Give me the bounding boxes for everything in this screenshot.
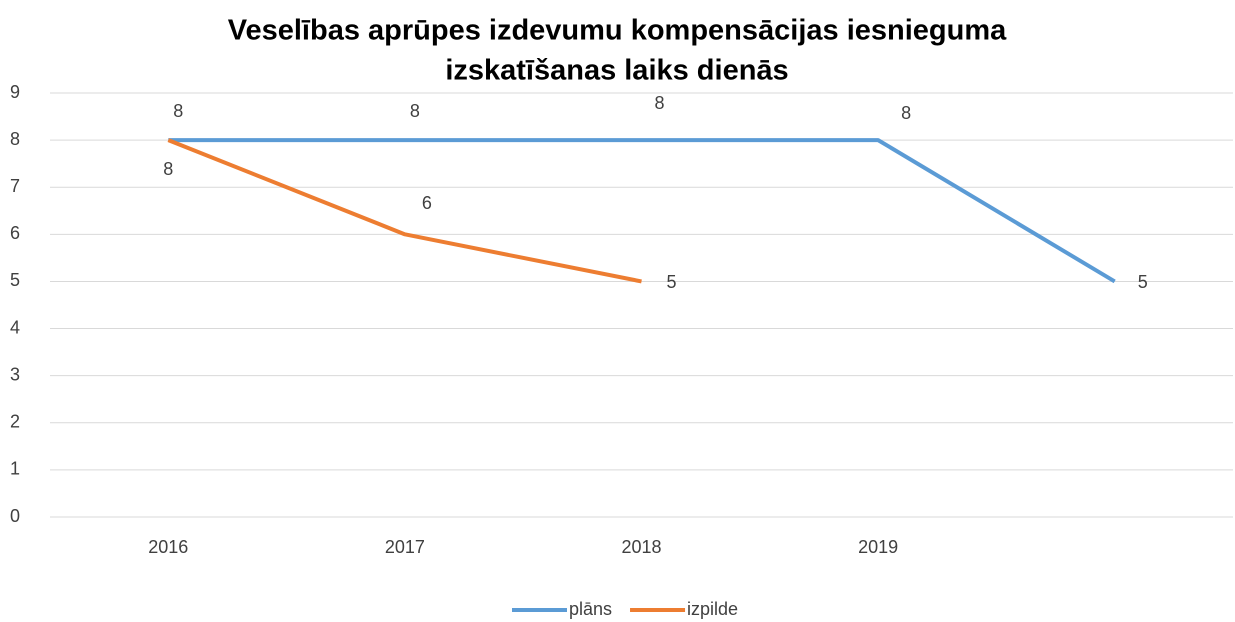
x-tick-label: 2018 xyxy=(621,537,661,557)
data-label: 8 xyxy=(173,101,183,121)
y-tick-label: 8 xyxy=(10,129,20,149)
data-label: 8 xyxy=(410,101,420,121)
data-label: 8 xyxy=(901,103,911,123)
data-label: 5 xyxy=(666,272,676,292)
chart-title: izskatīšanas laiks dienās xyxy=(445,55,788,87)
y-tick-label: 6 xyxy=(10,223,20,243)
data-label: 8 xyxy=(163,159,173,179)
chart-title: Veselības aprūpes izdevumu kompensācijas… xyxy=(228,15,1007,47)
data-label: 8 xyxy=(654,93,664,113)
legend-label: plāns xyxy=(569,599,612,619)
y-tick-label: 5 xyxy=(10,270,20,290)
data-label: 6 xyxy=(422,193,432,213)
y-tick-label: 3 xyxy=(10,364,20,384)
series-line xyxy=(168,138,1116,284)
x-tick-label: 2016 xyxy=(148,537,188,557)
y-tick-label: 1 xyxy=(10,459,20,479)
series-line xyxy=(167,138,642,284)
y-tick-label: 7 xyxy=(10,176,20,196)
legend-label: izpilde xyxy=(687,599,738,619)
data-label: 5 xyxy=(1138,272,1148,292)
x-tick-label: 2017 xyxy=(385,537,425,557)
y-tick-label: 9 xyxy=(10,82,20,102)
x-tick-label: 2019 xyxy=(858,537,898,557)
y-tick-label: 0 xyxy=(10,506,20,526)
y-tick-label: 2 xyxy=(10,412,20,432)
y-tick-label: 4 xyxy=(10,317,20,337)
